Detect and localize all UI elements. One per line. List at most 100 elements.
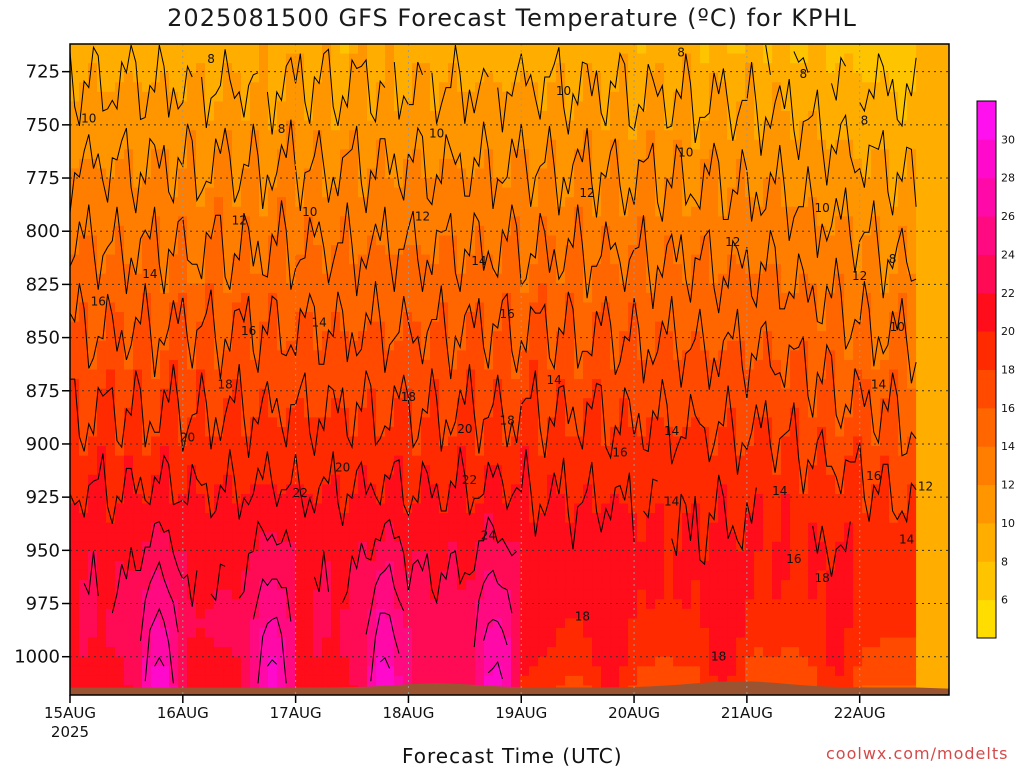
temperature-cell <box>673 53 683 64</box>
temperature-cell <box>637 72 647 84</box>
temperature-cell <box>511 532 521 543</box>
temperature-cell <box>538 608 548 620</box>
temperature-cell <box>466 292 476 304</box>
temperature-cell <box>70 541 80 553</box>
temperature-cell <box>709 264 719 275</box>
temperature-cell <box>376 513 386 524</box>
temperature-cell <box>286 350 296 361</box>
temperature-cell <box>79 436 89 447</box>
temperature-cell <box>250 120 260 131</box>
temperature-cell <box>457 359 467 371</box>
temperature-cell <box>250 637 260 648</box>
temperature-cell <box>133 656 143 668</box>
temperature-cell <box>457 283 467 294</box>
temperature-cell <box>376 618 386 629</box>
temperature-cell <box>295 187 305 198</box>
temperature-cell <box>502 273 512 285</box>
temperature-cell <box>475 82 485 93</box>
temperature-cell <box>205 407 215 419</box>
temperature-cell <box>106 44 116 55</box>
temperature-cell <box>295 465 305 476</box>
temperature-cell <box>223 522 233 534</box>
temperature-cell <box>124 283 134 294</box>
temperature-cell <box>160 245 170 256</box>
temperature-cell <box>304 455 314 467</box>
temperature-cell <box>268 225 278 237</box>
temperature-cell <box>511 235 521 246</box>
temperature-cell <box>70 675 80 687</box>
temperature-cell <box>178 379 188 390</box>
temperature-cell <box>376 580 386 591</box>
temperature-cell <box>133 455 143 467</box>
temperature-cell <box>394 379 404 390</box>
temperature-cell <box>88 493 98 505</box>
temperature-cell <box>295 580 305 591</box>
temperature-cell <box>160 225 170 237</box>
temperature-cell <box>502 465 512 476</box>
temperature-cell <box>178 656 188 668</box>
temperature-cell <box>493 379 503 390</box>
temperature-cell <box>133 599 143 610</box>
temperature-cell <box>97 63 107 74</box>
temperature-cell <box>349 637 359 648</box>
temperature-cell <box>628 350 638 361</box>
temperature-cell <box>223 44 233 55</box>
temperature-cell <box>394 426 404 438</box>
temperature-cell <box>430 637 440 648</box>
temperature-cell <box>583 637 593 648</box>
temperature-cell <box>664 292 674 304</box>
temperature-cell <box>520 292 530 304</box>
temperature-cell <box>295 398 305 409</box>
temperature-cell <box>457 608 467 620</box>
temperature-cell <box>430 666 440 677</box>
temperature-cell <box>673 63 683 74</box>
temperature-cell <box>322 82 332 93</box>
temperature-cell <box>340 589 350 601</box>
temperature-cell <box>718 417 728 428</box>
temperature-cell <box>637 350 647 361</box>
temperature-cell <box>457 130 467 141</box>
temperature-cell <box>439 321 449 333</box>
temperature-cell <box>448 599 458 610</box>
temperature-cell <box>304 111 314 122</box>
temperature-cell <box>277 273 287 285</box>
temperature-cell <box>232 580 242 591</box>
temperature-cell <box>664 541 674 553</box>
temperature-cell <box>646 235 656 246</box>
temperature-cell <box>88 474 98 486</box>
temperature-cell <box>358 513 368 524</box>
temperature-cell <box>133 283 143 294</box>
temperature-cell <box>412 608 422 620</box>
temperature-cell <box>502 111 512 122</box>
temperature-cell <box>475 101 485 112</box>
temperature-cell <box>367 178 377 189</box>
temperature-cell <box>655 580 665 591</box>
temperature-cell <box>313 446 323 457</box>
temperature-cell <box>475 407 485 419</box>
temperature-cell <box>430 656 440 668</box>
temperature-cell <box>142 139 152 151</box>
temperature-cell <box>304 158 314 170</box>
temperature-cell <box>268 283 278 294</box>
temperature-cell <box>187 216 197 227</box>
temperature-cell <box>187 637 197 648</box>
temperature-cell <box>223 560 233 572</box>
temperature-cell <box>520 130 530 141</box>
temperature-cell <box>151 627 161 639</box>
temperature-cell <box>70 426 80 438</box>
temperature-cell <box>205 350 215 361</box>
temperature-cell <box>700 398 710 409</box>
temperature-cell <box>160 407 170 419</box>
temperature-cell <box>457 618 467 629</box>
temperature-cell <box>268 254 278 265</box>
temperature-cell <box>232 245 242 256</box>
temperature-cell <box>196 436 206 447</box>
temperature-cell <box>529 302 539 313</box>
temperature-cell <box>106 656 116 668</box>
temperature-cell <box>394 627 404 639</box>
temperature-cell <box>79 455 89 467</box>
temperature-cell <box>160 359 170 371</box>
temperature-cell <box>565 417 575 428</box>
temperature-cell <box>448 130 458 141</box>
temperature-cell <box>664 522 674 534</box>
